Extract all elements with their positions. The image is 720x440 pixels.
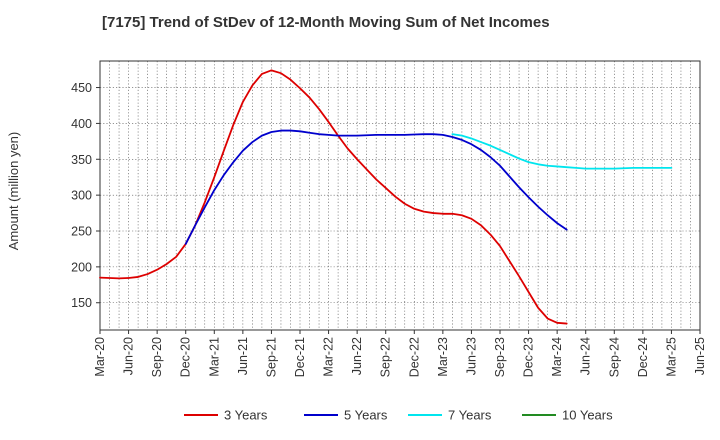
x-tick-label: Dec-21 bbox=[293, 337, 307, 377]
x-tick-label: Mar-25 bbox=[664, 337, 678, 377]
legend-label-5-years: 5 Years bbox=[344, 408, 388, 423]
x-tick-label: Mar-23 bbox=[436, 337, 450, 377]
y-axis-ticks: 150 200 250 300 350 400 450 bbox=[71, 81, 100, 310]
y-tick-label: 250 bbox=[71, 225, 92, 239]
x-tick-label: Sep-23 bbox=[493, 337, 507, 377]
series-line-3-years bbox=[99, 69, 568, 325]
x-tick-label: Mar-20 bbox=[93, 337, 107, 377]
y-tick-label: 300 bbox=[71, 189, 92, 203]
x-axis-ticks: Mar-20 Jun-20 Sep-20 Dec-20 Mar-21 Jun-21 Sep-… bbox=[93, 330, 707, 377]
y-tick-label: 350 bbox=[71, 153, 92, 167]
x-tick-label: Jun-22 bbox=[350, 337, 364, 375]
x-tick-label: Mar-21 bbox=[207, 337, 221, 377]
x-tick-label: Sep-20 bbox=[150, 337, 164, 377]
x-tick-label: Sep-22 bbox=[379, 337, 393, 377]
series-line-5-years bbox=[184, 129, 568, 245]
chart-title: [7175] Trend of StDev of 12-Month Moving… bbox=[102, 14, 550, 31]
y-axis-label: Amount (million yen) bbox=[6, 132, 21, 251]
x-tick-label: Jun-20 bbox=[122, 337, 136, 375]
x-tick-label: Dec-22 bbox=[407, 337, 421, 377]
series-lines bbox=[99, 69, 673, 325]
x-tick-label: Mar-22 bbox=[322, 337, 336, 377]
plot-area bbox=[100, 61, 700, 330]
y-tick-label: 400 bbox=[71, 117, 92, 131]
series-line-7-years bbox=[451, 133, 673, 170]
legend-label-10-years: 10 Years bbox=[562, 408, 613, 423]
legend-label-7-years: 7 Years bbox=[448, 408, 492, 423]
x-tick-label: Dec-23 bbox=[522, 337, 536, 377]
y-tick-label: 150 bbox=[71, 296, 92, 310]
x-tick-label: Jun-25 bbox=[693, 337, 707, 375]
x-tick-label: Jun-23 bbox=[464, 337, 478, 375]
x-tick-label: Dec-20 bbox=[179, 337, 193, 377]
y-tick-label: 450 bbox=[71, 81, 92, 95]
x-tick-label: Mar-24 bbox=[550, 337, 564, 377]
y-tick-label: 200 bbox=[71, 260, 92, 274]
x-tick-label: Jun-24 bbox=[579, 337, 593, 375]
x-tick-label: Jun-21 bbox=[236, 337, 250, 375]
legend-label-3-years: 3 Years bbox=[224, 408, 268, 423]
x-tick-label: Sep-24 bbox=[607, 337, 621, 377]
x-tick-label: Dec-24 bbox=[636, 337, 650, 377]
x-tick-label: Sep-21 bbox=[264, 337, 278, 377]
grid-lines bbox=[100, 61, 700, 330]
legend: 3 Years 5 Years 7 Years 10 Years bbox=[184, 408, 613, 423]
